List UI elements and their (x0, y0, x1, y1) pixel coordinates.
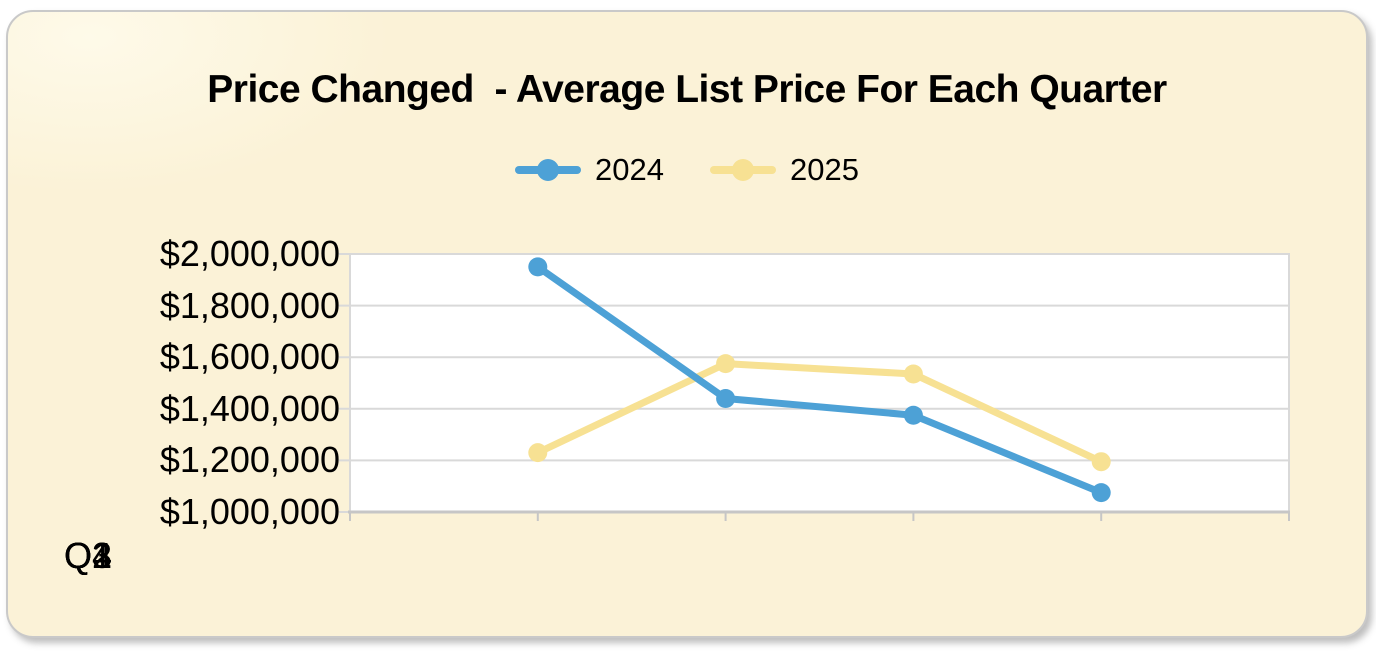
data-point-2024-Q3 (903, 405, 923, 425)
legend-label-2025: 2025 (790, 152, 859, 187)
plot-background (349, 253, 1290, 513)
legend-marker-2024-icon (515, 159, 582, 181)
legend-dot-swatch (537, 159, 560, 181)
y-axis-tick-label: $1,600,000 (159, 336, 340, 378)
series-line-2025 (534, 360, 1105, 466)
x-axis-tick-label: Q4 (63, 535, 113, 576)
data-point-2024-Q4 (1091, 483, 1111, 503)
legend-dot-swatch (732, 159, 754, 181)
data-point-2024-Q1 (528, 257, 548, 277)
data-point-2024-Q2 (716, 388, 736, 408)
x-axis-tick-label: Q1 (63, 535, 113, 576)
legend-item-2025: 2025 (710, 152, 859, 188)
y-axis-tick-label: $2,000,000 (159, 233, 340, 274)
y-axis-tick-label: $1,800,000 (159, 284, 340, 326)
chart-card: Price Changed - Average List Price For E… (6, 10, 1368, 638)
legend-label-2024: 2024 (595, 152, 664, 187)
legend-marker-2025-icon (710, 159, 776, 181)
y-axis-tick-label: $1,000,000 (159, 491, 340, 532)
x-axis-tick-label: Q2 (63, 535, 113, 576)
y-axis-tick-label: $1,400,000 (159, 387, 340, 429)
legend: 2024 2025 (8, 148, 1366, 192)
series-line-2024 (534, 263, 1105, 497)
plot-area (339, 253, 1290, 521)
legend-item-2024: 2024 (515, 152, 664, 188)
data-point-2025-Q1 (528, 443, 548, 463)
y-axis-tick-label: $1,200,000 (159, 439, 340, 481)
x-axis-tick-label: Q3 (63, 535, 113, 576)
data-point-2025-Q2 (716, 354, 736, 374)
data-point-2025-Q3 (903, 364, 923, 384)
data-point-2025-Q4 (1091, 452, 1111, 472)
chart-title: Price Changed - Average List Price For E… (207, 68, 1167, 111)
